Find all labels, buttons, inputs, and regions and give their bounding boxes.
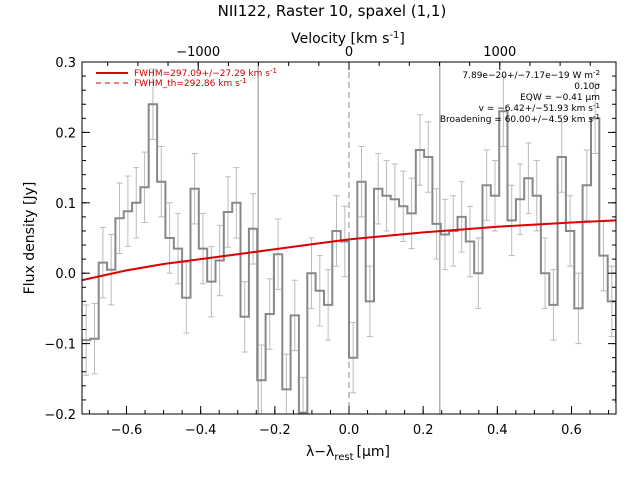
y-tick-label: 0.2 [55, 126, 76, 141]
y-axis-label: Flux density [Jy] [22, 182, 38, 295]
annotation-4: Broadening = 60.00+/−4.59 km s-1 [440, 113, 600, 125]
annotation-1: 0.10σ [574, 82, 600, 92]
y-tick-label: 0.3 [55, 56, 76, 71]
legend-label-0: FWHM=297.09+/−27.29 km s-1 [134, 67, 277, 79]
x-tick-label: 0.6 [561, 423, 582, 438]
spectrum-line [82, 103, 616, 414]
x-tick-label: 0.4 [487, 423, 508, 438]
top-tick-label: 0 [345, 45, 353, 60]
annotation-3: v = −6.42+/−51.93 km s-1 [479, 102, 600, 114]
x-tick-label: −0.2 [259, 423, 291, 438]
y-tick-label: 0.0 [55, 267, 76, 282]
plot-area [82, 62, 616, 414]
annotation-2: EQW = −0.41 μm [520, 93, 600, 103]
legend-label-1: FWHM_th=292.86 km s-1 [134, 77, 247, 89]
x-tick-label: −0.6 [111, 423, 143, 438]
y-tick-label: 0.1 [55, 197, 76, 212]
fit-curve [82, 219, 616, 282]
x-tick-label: −0.4 [185, 423, 217, 438]
y-tick-label: −0.2 [44, 408, 76, 423]
top-axis-label: Velocity [km s-1] [291, 30, 405, 47]
x-axis-label: λ−λrest [μm] [306, 444, 390, 463]
annotation-0: 7.89e−20+/−7.17e−19 W m-2 [462, 69, 600, 81]
y-tick-label: −0.1 [44, 338, 76, 353]
chart-title: NII122, Raster 10, spaxel (1,1) [218, 2, 447, 20]
top-tick-label: 1000 [483, 45, 516, 60]
x-tick-label: 0.2 [413, 423, 434, 438]
x-tick-label: 0.0 [339, 423, 360, 438]
top-tick-label: −1000 [176, 45, 220, 60]
